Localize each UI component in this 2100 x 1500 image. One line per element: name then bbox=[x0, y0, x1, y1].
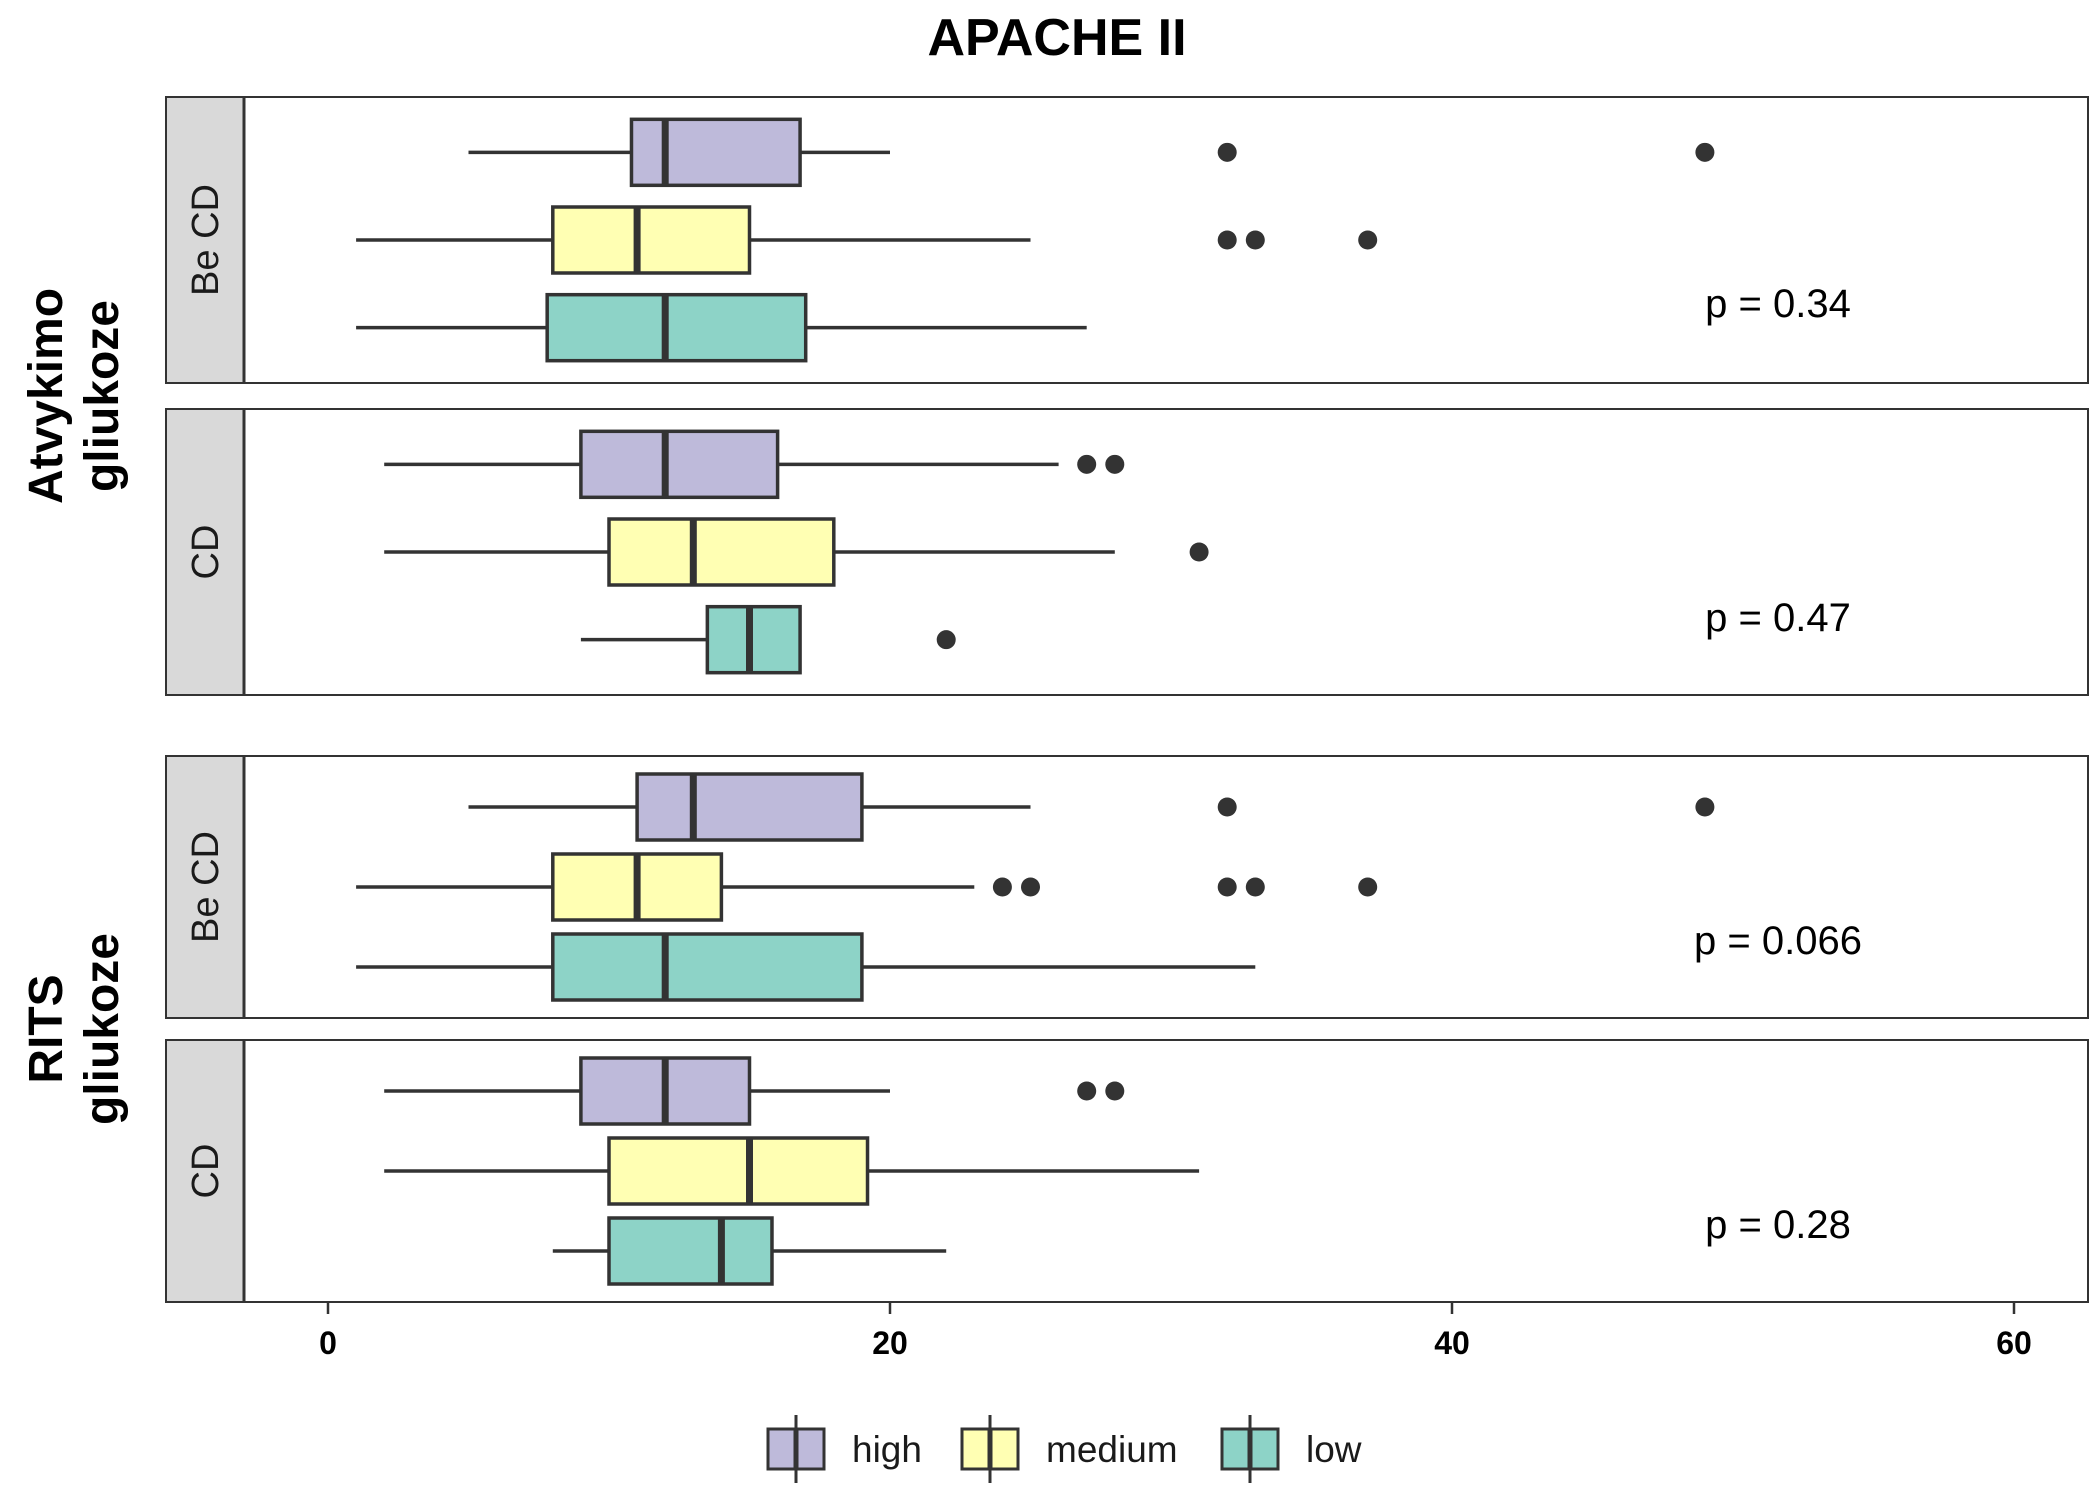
panel-1-1: CD p = 0.28 bbox=[165, 1039, 2089, 1303]
group-label-line: gliukoze bbox=[76, 933, 129, 1125]
p-value-label: p = 0.28 bbox=[1705, 1203, 1851, 1247]
box-medium bbox=[384, 1136, 1200, 1206]
x-tick-label: 60 bbox=[1996, 1325, 2032, 1361]
box-iqr bbox=[607, 517, 836, 587]
group-label-line: Atvykimo bbox=[20, 288, 73, 504]
box-iqr bbox=[705, 604, 802, 675]
box-iqr bbox=[629, 117, 802, 188]
box-low bbox=[356, 292, 1087, 363]
box-high bbox=[384, 1056, 1125, 1126]
facet-strip-label: Be CD bbox=[185, 831, 227, 943]
outlier-point bbox=[1077, 1081, 1097, 1101]
outlier-point bbox=[1245, 877, 1265, 897]
outlier-point bbox=[1077, 454, 1097, 474]
facet-strip bbox=[165, 1039, 245, 1303]
facet-strip-label: CD bbox=[185, 525, 227, 580]
box-iqr bbox=[607, 1216, 774, 1286]
outlier-point bbox=[1217, 230, 1237, 250]
outlier-point bbox=[1217, 877, 1237, 897]
box-iqr bbox=[551, 205, 752, 275]
outlier-point bbox=[1358, 230, 1378, 250]
box-low bbox=[552, 1216, 947, 1286]
panel-0-1: CD p = 0.47 bbox=[165, 408, 2089, 696]
p-value-label: p = 0.34 bbox=[1705, 282, 1851, 326]
box-medium bbox=[356, 205, 1378, 275]
p-value-label: p = 0.47 bbox=[1705, 596, 1851, 640]
chart-title: APACHE II bbox=[927, 9, 1186, 67]
group-label-line: gliukoze bbox=[76, 300, 129, 492]
p-value-label: p = 0.066 bbox=[1694, 919, 1862, 963]
legend-item-high: high bbox=[766, 1415, 922, 1483]
legend-label: low bbox=[1306, 1429, 1362, 1470]
outlier-point bbox=[1021, 877, 1040, 897]
box-iqr bbox=[607, 1136, 870, 1206]
box-iqr bbox=[551, 932, 864, 1002]
box-high bbox=[468, 772, 1715, 842]
box-high bbox=[384, 429, 1125, 500]
box-iqr bbox=[579, 429, 780, 500]
x-tick-label: 20 bbox=[872, 1325, 908, 1361]
panel-1-0: Be CD p = 0.066 bbox=[165, 755, 2089, 1019]
outlier-point bbox=[936, 630, 956, 650]
group-label-line: RITS bbox=[20, 974, 73, 1083]
x-tick-label: 40 bbox=[1434, 1325, 1470, 1361]
box-high bbox=[468, 117, 1715, 188]
legend-item-medium: medium bbox=[960, 1415, 1178, 1483]
box-medium bbox=[384, 517, 1209, 587]
x-tick-label: 0 bbox=[319, 1325, 337, 1361]
box-low bbox=[356, 932, 1256, 1002]
outlier-point bbox=[992, 877, 1012, 897]
legend-item-low: low bbox=[1220, 1415, 1362, 1483]
group-label: RITSgliukoze bbox=[20, 933, 129, 1125]
facet-strip bbox=[165, 408, 245, 696]
outlier-point bbox=[1217, 797, 1237, 817]
legend-label: medium bbox=[1046, 1429, 1178, 1470]
outlier-point bbox=[1217, 142, 1237, 162]
facet-strip bbox=[165, 755, 245, 1019]
facet-strip bbox=[165, 96, 245, 384]
outlier-point bbox=[1189, 542, 1209, 562]
box-medium bbox=[356, 852, 1378, 922]
panel-0-0: Be CD p = 0.34 bbox=[165, 96, 2089, 384]
x-axis: 0 20 40 60 bbox=[319, 1302, 2032, 1361]
legend-label: high bbox=[852, 1429, 922, 1470]
box-iqr bbox=[545, 292, 808, 363]
facet-strip-label: Be CD bbox=[185, 184, 227, 296]
facet-strip-label: CD bbox=[185, 1144, 227, 1199]
outlier-point bbox=[1105, 454, 1125, 474]
outlier-point bbox=[1695, 142, 1715, 162]
group-label: Atvykimogliukoze bbox=[20, 288, 129, 504]
outlier-point bbox=[1695, 797, 1715, 817]
box-low bbox=[580, 604, 956, 675]
outlier-point bbox=[1105, 1081, 1125, 1101]
outlier-point bbox=[1358, 877, 1378, 897]
outlier-point bbox=[1245, 230, 1265, 250]
box-iqr bbox=[635, 772, 864, 842]
legend: high medium low bbox=[766, 1415, 1362, 1483]
